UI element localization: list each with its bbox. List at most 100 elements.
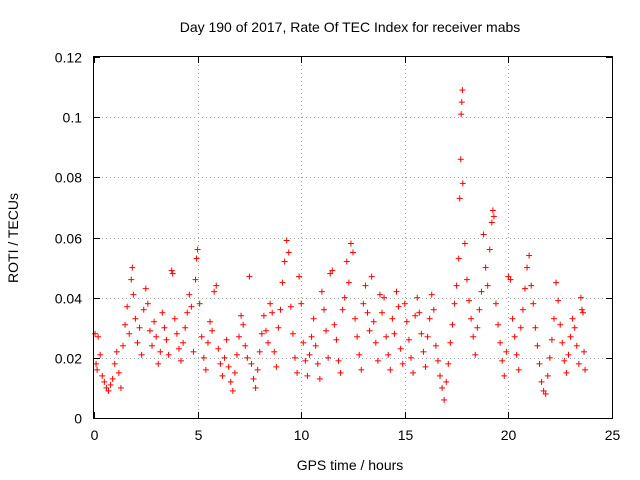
x-tick-label: 10 [294,427,310,443]
data-point [458,99,465,106]
data-point [289,330,296,337]
data-point [457,156,464,163]
y-tick-label: 0.04 [55,291,82,307]
data-point [229,387,236,394]
data-point [403,318,410,325]
x-tick-label: 0 [91,427,99,443]
data-point [376,291,383,298]
data-point [492,300,499,307]
data-point [335,357,342,364]
data-point [236,333,243,340]
data-point [389,315,396,322]
data-point [437,372,444,379]
data-point [140,306,147,313]
data-point [122,321,129,328]
x-axis-label: GPS time / hours [297,457,404,473]
data-point [405,336,412,343]
data-point [509,315,516,322]
data-point [120,342,127,349]
data-point [136,324,143,331]
data-point [107,381,114,388]
data-point [416,309,423,316]
data-point [422,363,429,370]
data-point [439,384,446,391]
data-point [385,351,392,358]
data-point [453,282,460,289]
data-point [325,354,332,361]
data-point [443,378,450,385]
data-point [358,366,365,373]
data-point [161,324,168,331]
data-point [103,384,110,391]
data-point [151,318,158,325]
data-point [532,324,539,331]
data-point [368,273,375,280]
data-point [540,387,547,394]
data-point [459,180,466,187]
data-point [571,324,578,331]
data-point [565,351,572,358]
data-point [124,303,131,310]
data-point [459,87,466,94]
data-point [521,285,528,292]
data-point [567,333,574,340]
data-point [341,294,348,301]
data-point [186,291,193,298]
data-point [505,273,512,280]
data-point [391,330,398,337]
y-tick-labels: 0 0.02 0.04 0.06 0.08 0.1 0.12 [55,50,82,427]
data-point [194,246,201,253]
data-point [343,258,350,265]
y-tick-label: 0.02 [55,351,82,367]
data-point [294,369,301,376]
x-tick-label: 25 [605,427,621,443]
data-point [248,360,255,367]
y-tick-label: 0.08 [55,170,82,186]
data-point [149,342,156,349]
data-point [285,249,292,256]
data-point [128,276,135,283]
data-point [144,300,151,307]
data-point [466,297,473,304]
data-point [489,207,496,214]
data-point [105,387,112,394]
data-point [310,315,317,322]
data-point [93,360,100,367]
data-point [115,369,122,376]
data-point [486,246,493,253]
data-point [211,288,218,295]
data-point [337,369,344,376]
data-point [109,375,116,382]
data-point [432,342,439,349]
axis-ticks [94,57,613,419]
x-tick-label: 15 [398,427,414,443]
data-point [582,366,589,373]
data-point [92,330,99,337]
data-point [426,315,433,322]
data-point [262,327,269,334]
data-point [333,336,340,343]
data-point [219,372,226,379]
data-point [364,309,371,316]
data-point [153,333,160,340]
data-point [279,279,286,286]
data-point [113,348,120,355]
data-point [165,351,172,358]
data-point [387,366,394,373]
data-point [372,339,379,346]
data-point [250,375,257,382]
data-point [97,351,104,358]
y-tick-label: 0.06 [55,231,82,247]
data-point [528,282,535,289]
x-tick-label: 5 [195,427,203,443]
data-point [513,351,520,358]
data-point [277,306,284,313]
data-point [544,372,551,379]
data-point [134,339,141,346]
data-point [478,288,485,295]
data-point [559,339,566,346]
data-point [155,360,162,367]
data-point [557,321,564,328]
data-point [327,270,334,277]
data-point [213,282,220,289]
